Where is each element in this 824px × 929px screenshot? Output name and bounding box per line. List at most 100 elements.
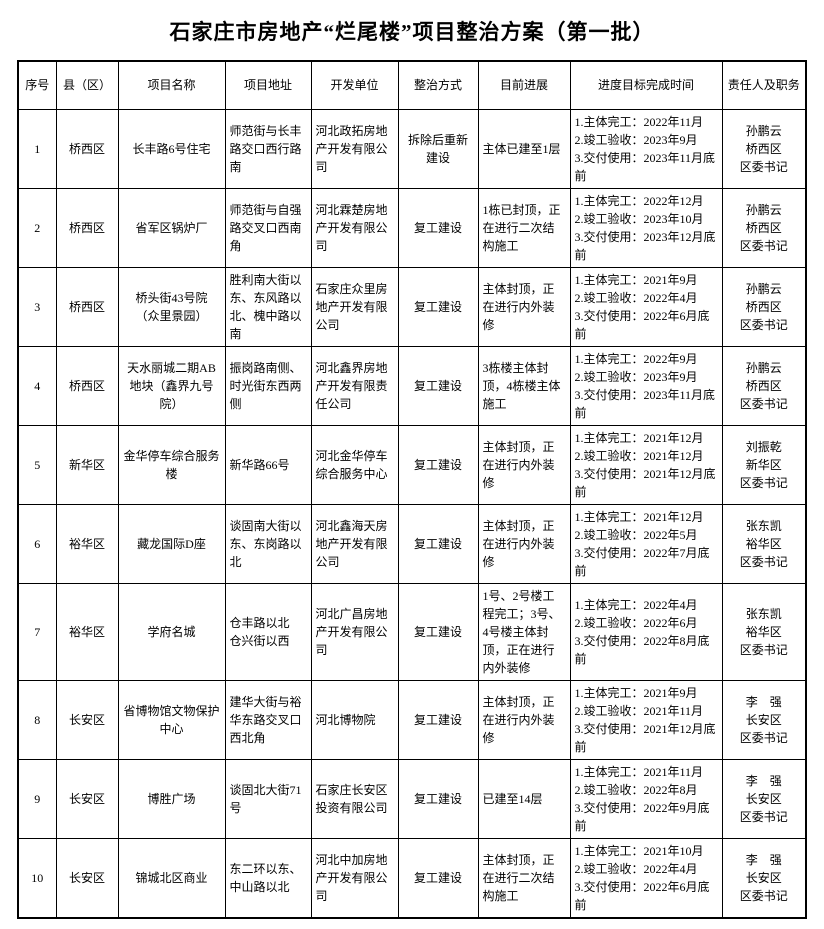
cell-seq: 1 bbox=[17, 108, 57, 189]
table-row: 10 长安区 锦城北区商业 东二环以东、中山路以北 河北中加房地产开发有限公司 … bbox=[17, 837, 807, 918]
cell-progress: 主体封顶，正在进行二次结构施工 bbox=[477, 837, 571, 918]
cell-responsible: 李 强 长安区 区委书记 bbox=[721, 679, 807, 760]
cell-developer: 河北鑫界房地产开发有限责任公司 bbox=[310, 345, 399, 426]
cell-developer: 河北金华停车综合服务中心 bbox=[310, 424, 399, 505]
cell-address: 仓丰路以北 仓兴街以西 bbox=[224, 582, 312, 681]
col-header-method: 整治方式 bbox=[397, 60, 479, 110]
col-header-progress: 目前进展 bbox=[477, 60, 571, 110]
cell-address: 师范街与长丰路交口西行路南 bbox=[224, 108, 312, 189]
cell-progress: 1号、2号楼工程完工；3号、4号楼主体封顶，正在进行内外装修 bbox=[477, 582, 571, 681]
cell-timeline: 1.主体完工：2021年11月 2.竣工验收：2022年8月 3.交付使用：20… bbox=[569, 758, 723, 839]
cell-project-name: 博胜广场 bbox=[117, 758, 226, 839]
cell-address: 师范街与自强路交叉口西南角 bbox=[224, 187, 312, 268]
cell-developer: 河北博物院 bbox=[310, 679, 399, 760]
cell-seq: 2 bbox=[17, 187, 57, 268]
col-header-project-name: 项目名称 bbox=[117, 60, 226, 110]
cell-timeline: 1.主体完工：2022年12月 2.竣工验收：2023年10月 3.交付使用：2… bbox=[569, 187, 723, 268]
table-row: 9 长安区 博胜广场 谈固北大街71号 石家庄长安区投资有限公司 复工建设 已建… bbox=[17, 758, 807, 839]
col-header-responsible: 责任人及职务 bbox=[721, 60, 807, 110]
cell-district: 裕华区 bbox=[55, 582, 119, 681]
table-row: 7 裕华区 学府名城 仓丰路以北 仓兴街以西 河北广昌房地产开发有限公司 复工建… bbox=[17, 582, 807, 681]
table-row: 8 长安区 省博物馆文物保护中心 建华大街与裕华东路交叉口西北角 河北博物院 复… bbox=[17, 679, 807, 760]
col-header-seq: 序号 bbox=[17, 60, 57, 110]
cell-responsible: 孙鹏云 桥西区 区委书记 bbox=[721, 187, 807, 268]
cell-timeline: 1.主体完工：2022年9月 2.竣工验收：2023年9月 3.交付使用：202… bbox=[569, 345, 723, 426]
cell-timeline: 1.主体完工：2021年10月 2.竣工验收：2022年4月 3.交付使用：20… bbox=[569, 837, 723, 918]
project-table: 序号 县（区） 项目名称 项目地址 开发单位 整治方式 目前进展 进度目标完成时… bbox=[17, 60, 807, 919]
cell-address: 建华大街与裕华东路交叉口西北角 bbox=[224, 679, 312, 760]
cell-seq: 9 bbox=[17, 758, 57, 839]
cell-district: 长安区 bbox=[55, 837, 119, 918]
cell-project-name: 省军区锅炉厂 bbox=[117, 187, 226, 268]
cell-seq: 7 bbox=[17, 582, 57, 681]
cell-address: 谈固南大街以东、东岗路以北 bbox=[224, 503, 312, 584]
cell-district: 桥西区 bbox=[55, 266, 119, 347]
cell-progress: 主体封顶，正在进行内外装修 bbox=[477, 424, 571, 505]
cell-method: 复工建设 bbox=[397, 837, 479, 918]
cell-project-name: 藏龙国际D座 bbox=[117, 503, 226, 584]
cell-address: 振岗路南侧、时光街东西两侧 bbox=[224, 345, 312, 426]
cell-responsible: 张东凯 裕华区 区委书记 bbox=[721, 582, 807, 681]
cell-progress: 3栋楼主体封顶，4栋楼主体施工 bbox=[477, 345, 571, 426]
cell-method: 复工建设 bbox=[397, 503, 479, 584]
cell-address: 新华路66号 bbox=[224, 424, 312, 505]
cell-method: 拆除后重新建设 bbox=[397, 108, 479, 189]
cell-project-name: 桥头街43号院 （众里景园） bbox=[117, 266, 226, 347]
cell-timeline: 1.主体完工：2022年11月 2.竣工验收：2023年9月 3.交付使用：20… bbox=[569, 108, 723, 189]
cell-method: 复工建设 bbox=[397, 345, 479, 426]
table-header-row: 序号 县（区） 项目名称 项目地址 开发单位 整治方式 目前进展 进度目标完成时… bbox=[17, 60, 807, 110]
cell-method: 复工建设 bbox=[397, 758, 479, 839]
cell-method: 复工建设 bbox=[397, 187, 479, 268]
cell-timeline: 1.主体完工：2021年9月 2.竣工验收：2022年4月 3.交付使用：202… bbox=[569, 266, 723, 347]
cell-address: 胜利南大街以东、东风路以北、槐中路以南 bbox=[224, 266, 312, 347]
cell-responsible: 孙鹏云 桥西区 区委书记 bbox=[721, 345, 807, 426]
cell-progress: 主体已建至1层 bbox=[477, 108, 571, 189]
cell-seq: 5 bbox=[17, 424, 57, 505]
cell-district: 长安区 bbox=[55, 758, 119, 839]
cell-district: 长安区 bbox=[55, 679, 119, 760]
cell-responsible: 孙鹏云 桥西区 区委书记 bbox=[721, 266, 807, 347]
cell-progress: 主体封顶，正在进行内外装修 bbox=[477, 679, 571, 760]
cell-district: 桥西区 bbox=[55, 187, 119, 268]
table-row: 2 桥西区 省军区锅炉厂 师范街与自强路交叉口西南角 河北霖楚房地产开发有限公司… bbox=[17, 187, 807, 268]
cell-responsible: 李 强 长安区 区委书记 bbox=[721, 837, 807, 918]
table-row: 6 裕华区 藏龙国际D座 谈固南大街以东、东岗路以北 河北鑫海天房地产开发有限公… bbox=[17, 503, 807, 584]
table-row: 5 新华区 金华停车综合服务楼 新华路66号 河北金华停车综合服务中心 复工建设… bbox=[17, 424, 807, 505]
table-row: 1 桥西区 长丰路6号住宅 师范街与长丰路交口西行路南 河北政拓房地产开发有限公… bbox=[17, 108, 807, 189]
cell-responsible: 李 强 长安区 区委书记 bbox=[721, 758, 807, 839]
cell-address: 谈固北大街71号 bbox=[224, 758, 312, 839]
cell-project-name: 金华停车综合服务楼 bbox=[117, 424, 226, 505]
cell-project-name: 省博物馆文物保护中心 bbox=[117, 679, 226, 760]
cell-seq: 8 bbox=[17, 679, 57, 760]
cell-responsible: 张东凯 裕华区 区委书记 bbox=[721, 503, 807, 584]
table-row: 3 桥西区 桥头街43号院 （众里景园） 胜利南大街以东、东风路以北、槐中路以南… bbox=[17, 266, 807, 347]
cell-district: 新华区 bbox=[55, 424, 119, 505]
cell-developer: 河北中加房地产开发有限公司 bbox=[310, 837, 399, 918]
cell-progress: 1栋已封顶，正在进行二次结构施工 bbox=[477, 187, 571, 268]
col-header-district: 县（区） bbox=[55, 60, 119, 110]
cell-developer: 河北广昌房地产开发有限公司 bbox=[310, 582, 399, 681]
cell-developer: 河北政拓房地产开发有限公司 bbox=[310, 108, 399, 189]
cell-district: 桥西区 bbox=[55, 108, 119, 189]
cell-timeline: 1.主体完工：2021年12月 2.竣工验收：2022年5月 3.交付使用：20… bbox=[569, 503, 723, 584]
col-header-timeline: 进度目标完成时间 bbox=[569, 60, 723, 110]
cell-responsible: 刘振乾 新华区 区委书记 bbox=[721, 424, 807, 505]
cell-project-name: 天水丽城二期AB地块（鑫界九号院） bbox=[117, 345, 226, 426]
cell-timeline: 1.主体完工：2022年4月 2.竣工验收：2022年6月 3.交付使用：202… bbox=[569, 582, 723, 681]
cell-seq: 10 bbox=[17, 837, 57, 918]
cell-progress: 主体封顶，正在进行内外装修 bbox=[477, 503, 571, 584]
table-row: 4 桥西区 天水丽城二期AB地块（鑫界九号院） 振岗路南侧、时光街东西两侧 河北… bbox=[17, 345, 807, 426]
cell-developer: 石家庄众里房地产开发有限公司 bbox=[310, 266, 399, 347]
cell-developer: 石家庄长安区投资有限公司 bbox=[310, 758, 399, 839]
cell-district: 桥西区 bbox=[55, 345, 119, 426]
cell-timeline: 1.主体完工：2021年9月 2.竣工验收：2021年11月 3.交付使用：20… bbox=[569, 679, 723, 760]
cell-developer: 河北霖楚房地产开发有限公司 bbox=[310, 187, 399, 268]
cell-project-name: 学府名城 bbox=[117, 582, 226, 681]
cell-method: 复工建设 bbox=[397, 266, 479, 347]
col-header-address: 项目地址 bbox=[224, 60, 312, 110]
cell-seq: 6 bbox=[17, 503, 57, 584]
cell-method: 复工建设 bbox=[397, 679, 479, 760]
cell-seq: 4 bbox=[17, 345, 57, 426]
cell-project-name: 长丰路6号住宅 bbox=[117, 108, 226, 189]
col-header-developer: 开发单位 bbox=[310, 60, 399, 110]
